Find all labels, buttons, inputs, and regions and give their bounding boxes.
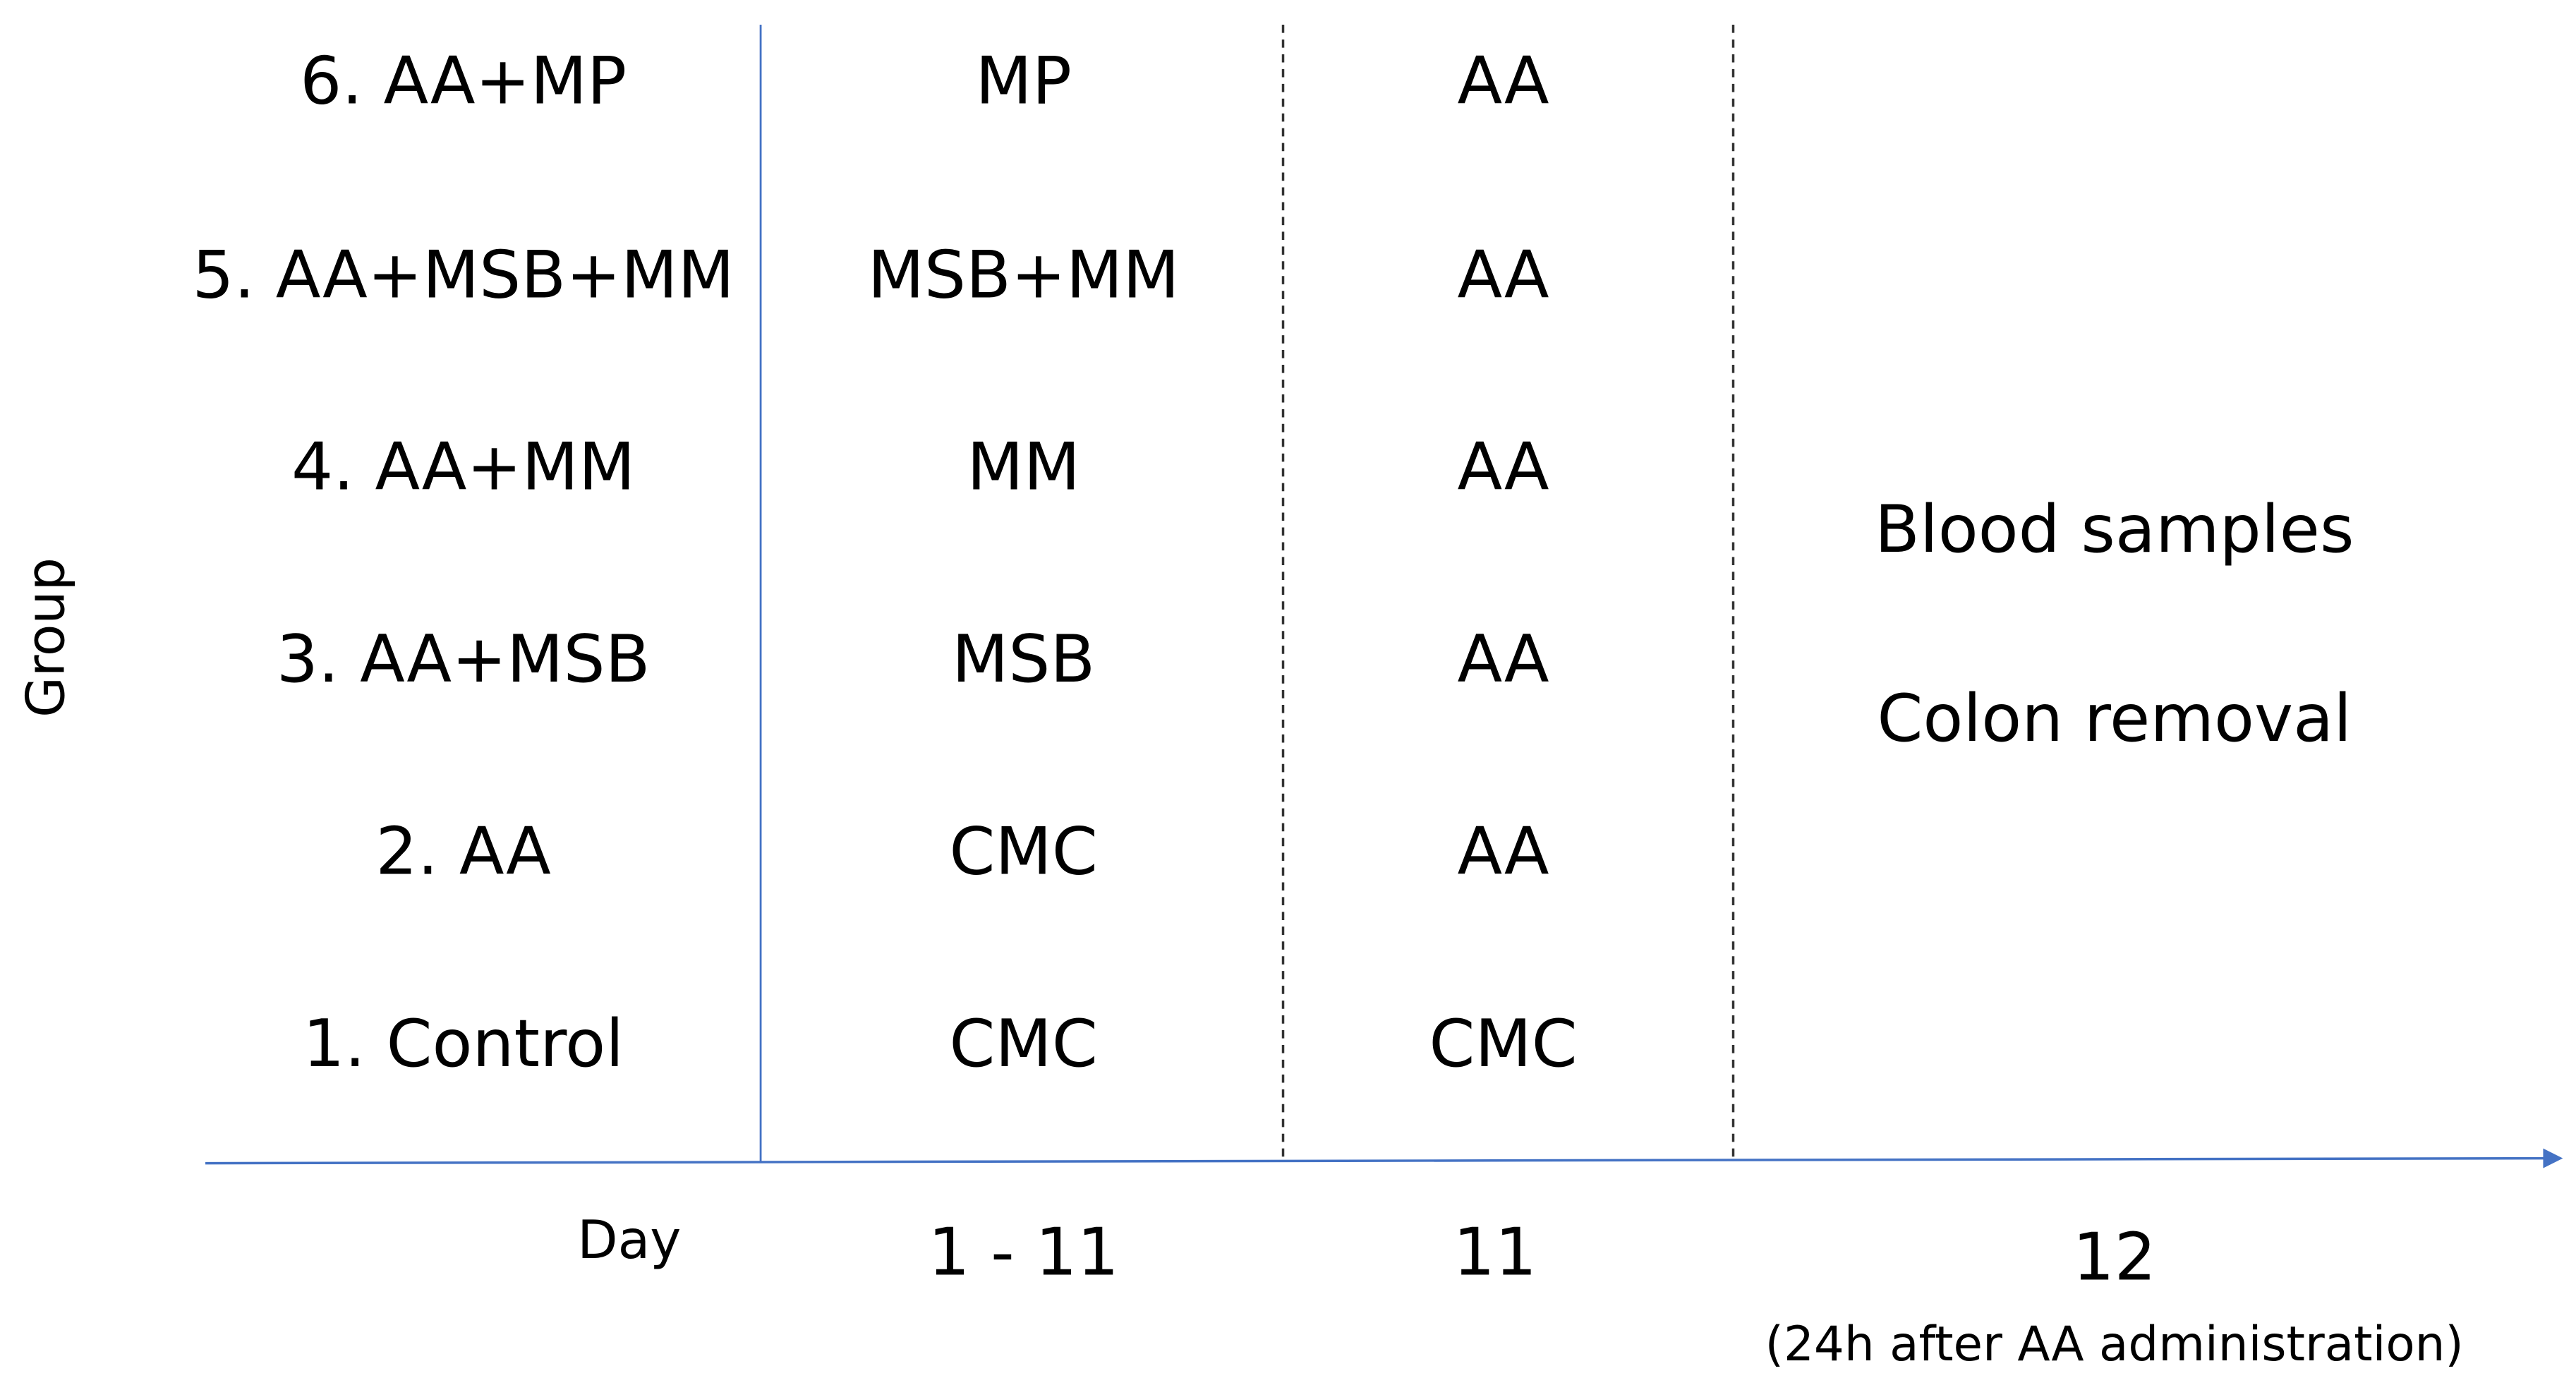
group-label: 4. AA+MM xyxy=(291,429,635,505)
day-value: 1 - 11 xyxy=(928,1214,1119,1291)
group-label: 1. Control xyxy=(303,1005,624,1082)
axis-arrow xyxy=(2543,1148,2563,1168)
treatment: CMC xyxy=(1429,1005,1577,1082)
group-label: 2. AA xyxy=(375,814,550,890)
treatment: CMC xyxy=(949,814,1097,890)
day-value: 11 xyxy=(1453,1214,1537,1291)
x-label: Day xyxy=(577,1209,681,1271)
treatment: MP xyxy=(975,43,1072,119)
day-value: 12 xyxy=(2072,1219,2156,1295)
treatment: MSB+MM xyxy=(868,236,1180,313)
treatment: AA xyxy=(1458,621,1549,697)
treatment: AA xyxy=(1458,236,1549,313)
group-label: 6. AA+MP xyxy=(300,43,627,119)
time-axis xyxy=(205,1156,2547,1165)
group-label: 5. AA+MSB+MM xyxy=(192,236,734,313)
treatment: AA xyxy=(1458,429,1549,505)
treatment: CMC xyxy=(949,1005,1097,1082)
outcome: Blood samples xyxy=(1875,491,2354,567)
group-label: 3. AA+MSB xyxy=(277,621,651,697)
treatment: MSB xyxy=(952,621,1095,697)
day-note: (24h after AA administration) xyxy=(1765,1316,2464,1372)
y-label: Group xyxy=(15,557,76,718)
treatment: AA xyxy=(1458,43,1549,119)
treatment: MM xyxy=(967,429,1080,505)
outcome: Colon removal xyxy=(1877,680,2352,756)
treatment: AA xyxy=(1458,814,1549,890)
